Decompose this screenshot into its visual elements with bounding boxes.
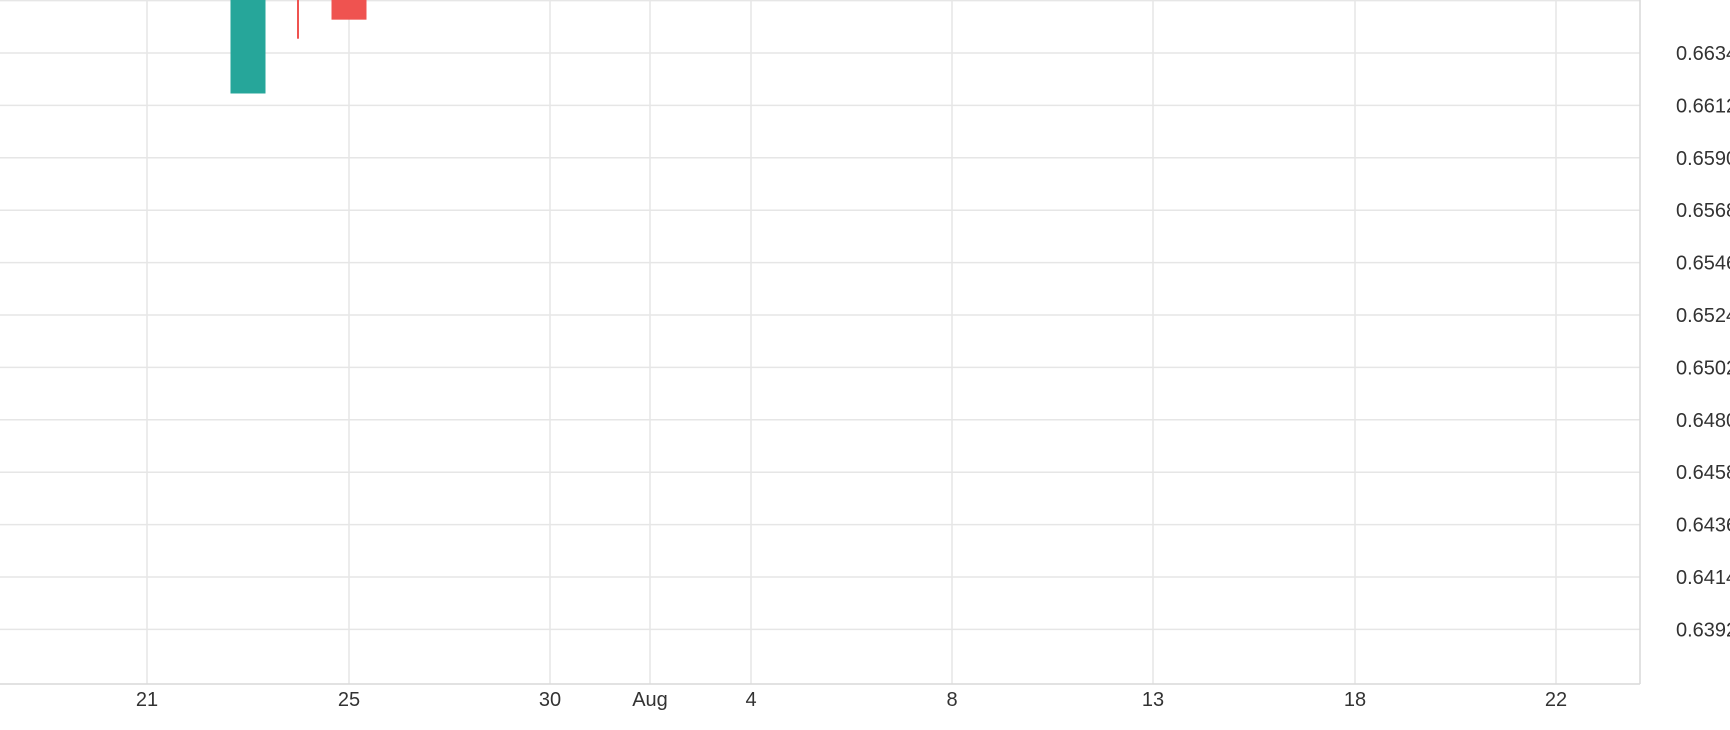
x-tick-label: 21 — [136, 689, 158, 711]
x-tick-label: Aug — [632, 689, 668, 711]
y-tick-label: 0.6612 — [1676, 95, 1730, 117]
y-tick-label: 0.6502 — [1676, 357, 1730, 379]
gridlines — [0, 0, 1640, 684]
x-axis-tick-labels: 21 25 30 Aug 4 8 13 18 22 — [136, 689, 1567, 711]
x-tick-label: 25 — [338, 689, 360, 711]
x-tick-label: 8 — [946, 689, 957, 711]
y-tick-label: 0.6634 — [1676, 43, 1730, 65]
x-tick-label: 18 — [1344, 689, 1366, 711]
candle-body — [331, 0, 367, 20]
y-tick-label: 0.6458 — [1676, 462, 1730, 484]
candle — [297, 0, 299, 39]
candle — [230, 0, 266, 94]
y-tick-label: 0.6568 — [1676, 200, 1730, 222]
y-tick-label: 0.6414 — [1676, 567, 1730, 589]
y-tick-label: 0.6546 — [1676, 253, 1730, 275]
y-tick-label: 0.6436 — [1676, 515, 1730, 537]
x-tick-label: 22 — [1545, 689, 1567, 711]
x-tick-label: 13 — [1142, 689, 1164, 711]
y-tick-label: 0.6524 — [1676, 305, 1730, 327]
axes — [0, 0, 1641, 685]
candle-body — [230, 0, 266, 94]
candles — [230, 0, 367, 94]
candle — [331, 0, 367, 20]
x-tick-label: 4 — [745, 689, 756, 711]
x-tick-label: 30 — [539, 689, 561, 711]
